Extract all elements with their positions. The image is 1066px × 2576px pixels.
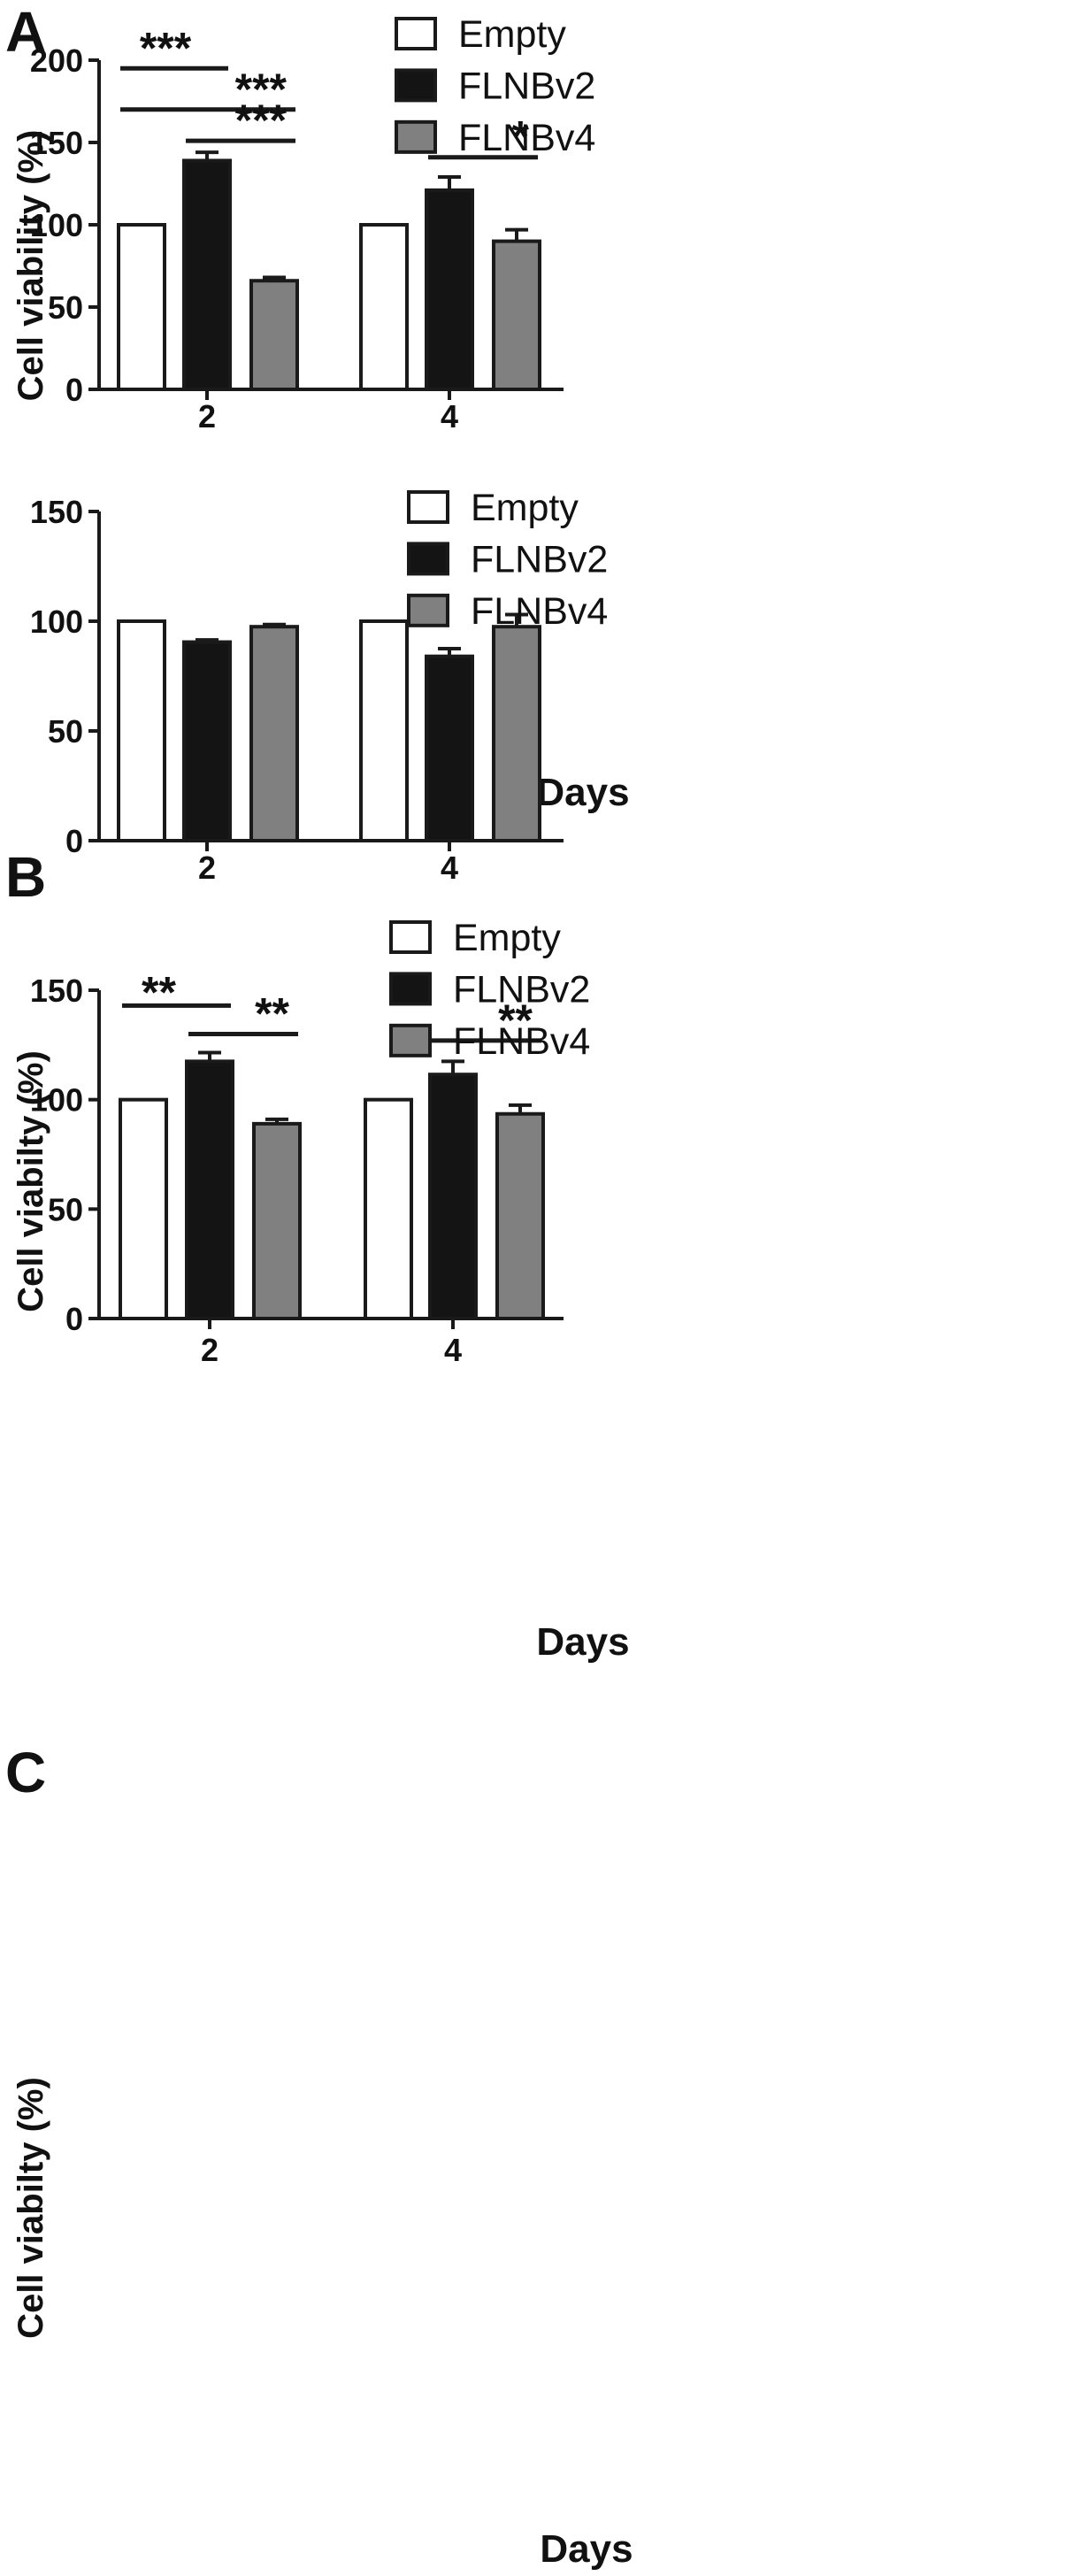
y-tick-label: 50 [48, 1191, 83, 1227]
legend-label: FLNBv2 [471, 538, 608, 581]
significance-label: *** [140, 23, 192, 73]
legend-swatch [389, 920, 432, 954]
legend-swatch [407, 542, 449, 576]
panel-letter-b: B [5, 845, 46, 909]
bar-flnbv4-day-2 [249, 625, 299, 842]
x-axis-title: Days [536, 1620, 629, 1664]
legend-swatch [395, 119, 437, 154]
significance-label: ** [498, 996, 533, 1045]
panel-b: B Cell viabilty (%) Days 0 50 100 150 2 4 Empt… [0, 487, 1066, 1664]
bar-flnbv2-day-2 [185, 1059, 234, 1321]
y-axis-title: Cell viabilty (%) [12, 1050, 50, 1312]
bar-flnbv4-day-2 [252, 1121, 302, 1321]
x-tick-label: 2 [198, 850, 216, 886]
legend-swatch [407, 490, 449, 524]
x-tick-label: 4 [441, 398, 458, 434]
y-tick-label: 0 [65, 823, 83, 859]
bar-flnbv2-day-2 [182, 158, 232, 392]
significance-label: *** [235, 96, 288, 145]
y-axis-title: Cell viabilty (%) [12, 2077, 50, 2339]
y-tick-label: 150 [30, 973, 83, 1009]
plot-area: 0 50 100 150 2 4 Empty FLNBv2 FLNBv4 [30, 487, 608, 886]
panel-a: A Cell viability (%) Days 0 50 100 150 200 2 4… [0, 0, 1066, 832]
x-tick-label: 2 [198, 398, 216, 434]
panel-letter-a: A [5, 0, 46, 64]
bar-flnbv4-day-2 [249, 279, 299, 391]
legend-label: Empty [458, 13, 566, 56]
legend-swatch [389, 972, 432, 1006]
y-tick-label: 100 [30, 604, 83, 640]
x-axis-title: Days [540, 2527, 633, 2571]
legend-label: Empty [471, 487, 579, 529]
y-tick-label: 150 [30, 494, 83, 530]
y-tick-label: 100 [30, 207, 83, 243]
legend-label: FLNBv4 [458, 117, 595, 159]
significance-label: ** [255, 988, 289, 1038]
bar-flnbv2-day-4 [425, 188, 474, 391]
legend-swatch [407, 593, 449, 627]
panel-c: C Cell viabilty (%) Days 0 50 100 150 2 4 ** **… [0, 917, 1066, 2576]
legend-label: FLNBv2 [458, 65, 595, 107]
legend-label: FLNBv4 [471, 590, 608, 633]
panel-letter-c: C [5, 1741, 46, 1804]
legend-swatch [389, 1023, 432, 1057]
y-tick-label: 0 [65, 1301, 83, 1337]
bar-empty-day-2 [119, 1097, 168, 1321]
y-tick-label: 200 [30, 42, 83, 79]
significance-label: ** [142, 967, 176, 1017]
bar-flnbv2-day-4 [425, 654, 474, 842]
y-tick-label: 50 [48, 289, 83, 326]
bar-flnbv2-day-4 [428, 1073, 478, 1320]
y-tick-label: 150 [30, 125, 83, 161]
bar-empty-day-4 [359, 619, 409, 842]
chart-a-svg: A Cell viability (%) Days 0 50 100 150 200 2 4… [5, 0, 630, 814]
legend-label: FLNBv4 [453, 1020, 590, 1063]
legend-swatch [395, 68, 437, 103]
y-axis-title: Cell viability (%) [12, 130, 50, 402]
bar-empty-day-2 [117, 619, 166, 842]
chart-b-svg: B Cell viabilty (%) Days 0 50 100 150 2 4 Empt… [5, 487, 630, 1664]
plot-area: 0 50 100 150 2 4 ** ** ** Empty FLNBv2 FLNBv4 [30, 917, 590, 1368]
x-axis-title: Days [536, 771, 629, 814]
legend-label: FLNBv2 [453, 968, 590, 1011]
y-tick-label: 50 [48, 713, 83, 750]
bar-empty-day-2 [117, 223, 166, 391]
significance-label: *** [235, 65, 288, 114]
bar-empty-day-4 [359, 223, 409, 391]
legend-label: Empty [453, 917, 561, 959]
x-tick-label: 2 [201, 1332, 219, 1368]
chart-c-svg: C Cell viabilty (%) Days 0 50 100 150 2 4 ** **… [5, 917, 633, 2571]
bar-flnbv4-day-4 [492, 625, 541, 842]
legend-swatch [395, 17, 437, 50]
bar-empty-day-4 [364, 1097, 413, 1321]
x-tick-label: 4 [441, 850, 458, 886]
x-tick-label: 4 [444, 1332, 462, 1368]
bar-flnbv2-day-2 [182, 640, 232, 842]
y-tick-label: 100 [30, 1082, 83, 1119]
bar-flnbv4-day-4 [492, 239, 541, 391]
y-tick-label: 0 [65, 372, 83, 408]
bar-flnbv4-day-4 [495, 1111, 545, 1321]
significance-label: * [512, 112, 530, 162]
